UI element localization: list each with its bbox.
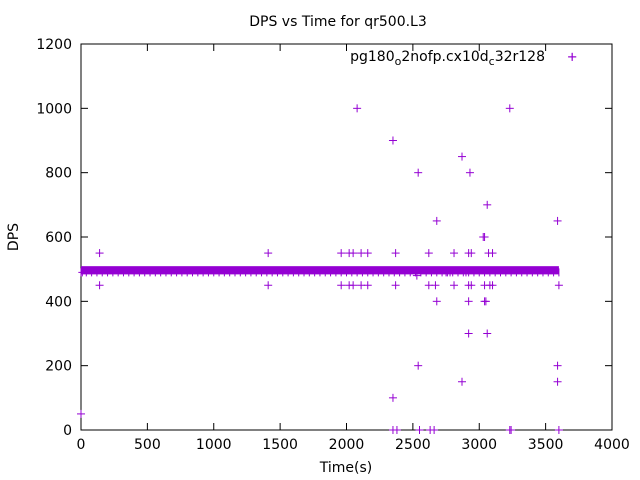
data-point [461,268,470,277]
data-points [77,52,577,434]
legend-label-subscript: o [395,55,402,68]
data-point [264,249,273,258]
data-point [464,329,473,338]
data-point [553,361,562,370]
y-tick-label: 600 [45,230,72,246]
data-point [432,216,441,225]
data-point [424,249,433,258]
legend-marker [568,52,577,61]
data-point [488,281,497,290]
data-point [414,361,423,370]
data-point [349,249,358,258]
data-point [467,249,476,258]
y-tick-label: 1000 [36,101,72,117]
y-tick-label: 0 [63,423,72,439]
data-point [388,136,397,145]
legend-label-part: 2nofp.cx10d [401,49,488,65]
data-point [450,281,459,290]
data-point [337,249,346,258]
data-point [349,281,358,290]
x-tick-label: 0 [77,437,86,453]
data-point [505,104,514,113]
axes: 0 500 1000 1500 2000 2500 3000 3500 4000 0 200 400 6… [36,37,629,453]
data-point [464,297,473,306]
data-point [553,216,562,225]
x-tick-label: 3500 [528,437,564,453]
data-point [363,249,372,258]
data-point [450,249,459,258]
chart-title: DPS vs Time for qr500.L3 [249,14,427,30]
data-point [95,281,104,290]
data-point [363,281,372,290]
data-point [432,297,441,306]
x-tick-label: 3000 [461,437,497,453]
data-point [414,168,423,177]
data-point [415,426,424,434]
x-tick-label: 2000 [329,437,365,453]
data-point [337,281,346,290]
data-point [430,426,439,434]
data-point [553,377,562,386]
x-tick-label: 2500 [395,437,431,453]
x-tick-label: 1000 [196,437,232,453]
data-point [481,297,490,306]
data-point [488,249,497,258]
data-point [465,168,474,177]
x-axis-label: Time(s) [319,460,372,476]
data-point [467,281,476,290]
data-point [457,377,466,386]
data-point [483,200,492,209]
data-point [391,249,400,258]
legend-label-subscript: c [489,55,495,68]
data-point [353,104,362,113]
data-point [391,281,400,290]
y-tick-label: 1200 [36,37,72,53]
legend-label: pg180o2nofp.cx10dc32r128 [350,49,545,68]
legend-label-part: 32r128 [495,49,545,65]
legend-label-part: pg180 [350,49,395,65]
data-point [507,426,516,434]
x-tick-label: 1500 [262,437,298,453]
data-point [412,271,421,280]
data-point [483,329,492,338]
legend: pg180o2nofp.cx10dc32r128 [350,49,577,68]
x-tick-label: 500 [134,437,161,453]
data-point [264,281,273,290]
y-tick-label: 200 [45,359,72,375]
y-tick-label: 800 [45,166,72,182]
y-axis-label: DPS [6,223,22,251]
x-tick-label: 4000 [594,437,630,453]
data-point [457,152,466,161]
data-point [95,249,104,258]
data-point [431,281,440,290]
plot-frame [80,43,613,431]
baseline-band [80,266,560,277]
data-point [78,268,87,277]
data-point [554,426,563,434]
data-point [388,393,397,402]
y-tick-label: 400 [45,294,72,310]
data-point [77,409,85,418]
data-point [554,281,563,290]
data-point [392,426,401,434]
data-point [480,233,489,241]
data-point [446,268,455,277]
